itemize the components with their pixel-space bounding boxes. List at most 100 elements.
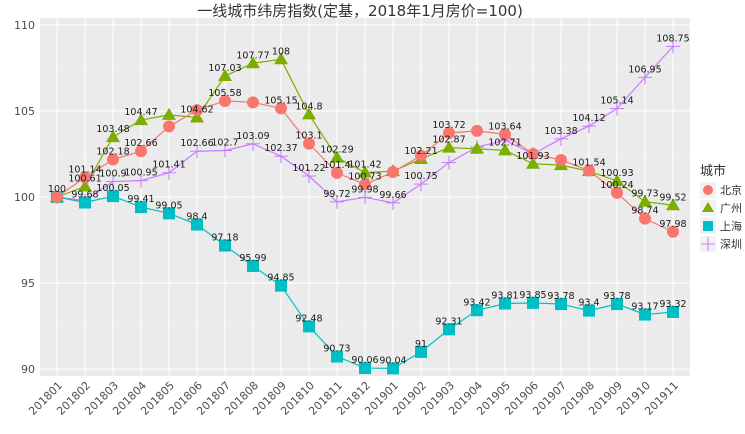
data-label: 104.8 xyxy=(295,101,322,112)
data-point-circle xyxy=(499,128,511,141)
data-label: 107.77 xyxy=(236,50,269,61)
data-point-triangle xyxy=(470,141,484,154)
data-point-cross xyxy=(162,165,176,180)
data-label: 102.66 xyxy=(124,138,157,149)
data-point-square xyxy=(247,260,259,273)
data-point-square xyxy=(219,239,231,252)
data-label: 102.18 xyxy=(96,146,129,157)
data-label: 103.64 xyxy=(488,121,521,132)
data-label: 105.15 xyxy=(264,95,297,106)
data-point-square xyxy=(583,304,595,317)
data-point-cross xyxy=(274,149,288,164)
data-label: 100.93 xyxy=(600,168,633,179)
data-label: 93.42 xyxy=(463,297,490,308)
data-point-triangle xyxy=(702,202,714,212)
data-point-circle xyxy=(703,185,713,195)
data-label: 100.73 xyxy=(348,171,381,182)
data-point-triangle xyxy=(162,107,176,120)
data-label: 93.17 xyxy=(631,302,658,313)
data-point-circle xyxy=(443,126,455,139)
y-tick-label: 110 xyxy=(14,19,35,32)
data-label: 100.95 xyxy=(124,168,157,179)
data-label: 103.1 xyxy=(295,131,322,142)
legend-item: 广州 xyxy=(700,200,742,216)
data-label: 105.14 xyxy=(600,96,633,107)
data-label: 100.75 xyxy=(404,171,437,182)
data-point-circle xyxy=(639,212,651,225)
data-point-circle xyxy=(163,120,175,133)
legend-label: 广州 xyxy=(720,202,742,215)
data-label: 100.24 xyxy=(600,180,633,191)
data-label: 101.4 xyxy=(323,160,350,171)
data-point-cross xyxy=(386,195,400,210)
data-point-triangle xyxy=(246,56,260,69)
y-tick-label: 95 xyxy=(21,277,35,290)
y-tick-label: 100 xyxy=(14,191,35,204)
data-label: 99.73 xyxy=(631,189,658,200)
data-label: 91 xyxy=(415,339,427,350)
data-label: 101.41 xyxy=(152,160,185,171)
data-point-circle xyxy=(219,94,231,107)
data-point-triangle xyxy=(638,194,652,207)
data-point-circle xyxy=(107,153,119,166)
data-label: 103.38 xyxy=(544,126,577,137)
data-point-circle xyxy=(471,124,483,137)
data-label: 99.72 xyxy=(323,189,350,200)
y-tick-label: 105 xyxy=(14,105,35,118)
data-point-square xyxy=(555,298,567,311)
data-label: 92.48 xyxy=(295,313,322,324)
data-label: 92.31 xyxy=(435,316,462,327)
data-point-circle xyxy=(303,137,315,150)
data-point-circle xyxy=(387,166,399,179)
data-label: 101.93 xyxy=(516,151,549,162)
data-point-cross xyxy=(554,131,568,146)
data-point-circle xyxy=(275,102,287,115)
data-label: 103.72 xyxy=(432,120,465,131)
data-point-circle xyxy=(247,96,259,109)
data-point-circle xyxy=(79,171,91,184)
data-label: 108 xyxy=(272,46,290,57)
data-label: 93.81 xyxy=(491,291,518,302)
data-point-square xyxy=(331,350,343,363)
data-label: 95.99 xyxy=(239,253,266,264)
data-point-circle xyxy=(415,149,427,162)
data-point-circle xyxy=(359,178,371,191)
y-tick-label: 90 xyxy=(21,363,35,376)
data-label: 101.22 xyxy=(292,163,325,174)
data-label: 102.29 xyxy=(320,145,353,156)
data-point-triangle xyxy=(134,113,148,126)
data-point-triangle xyxy=(218,69,232,82)
data-point-circle xyxy=(583,164,595,177)
data-label: 93.78 xyxy=(547,291,574,302)
data-point-cross xyxy=(106,174,120,189)
data-point-cross xyxy=(358,190,372,205)
data-label: 98.4 xyxy=(186,212,207,223)
data-point-square xyxy=(611,298,623,311)
data-point-square xyxy=(135,201,147,214)
data-label: 106.95 xyxy=(628,64,661,75)
data-point-square xyxy=(471,304,483,317)
data-point-cross xyxy=(330,194,344,209)
data-label: 104.12 xyxy=(572,113,605,124)
data-label: 93.78 xyxy=(603,291,630,302)
data-label: 94.85 xyxy=(267,273,294,284)
data-point-circle xyxy=(191,104,203,117)
data-point-cross xyxy=(701,237,715,251)
data-label: 105.58 xyxy=(208,88,241,99)
data-point-cross xyxy=(302,169,316,184)
data-point-triangle xyxy=(302,107,316,120)
data-label: 97.98 xyxy=(659,219,686,230)
data-label: 99.98 xyxy=(351,184,378,195)
legend-label: 深圳 xyxy=(720,238,742,251)
legend-item: 北京 xyxy=(700,182,742,198)
data-label: 102.87 xyxy=(432,135,465,146)
data-point-triangle xyxy=(358,165,372,178)
data-point-cross xyxy=(582,119,596,134)
data-point-cross xyxy=(610,101,624,116)
data-point-square xyxy=(191,218,203,231)
data-point-square xyxy=(163,207,175,220)
data-point-square xyxy=(415,345,427,358)
data-point-circle xyxy=(667,225,679,238)
data-label: 104.47 xyxy=(124,107,157,118)
data-point-cross xyxy=(190,144,204,159)
